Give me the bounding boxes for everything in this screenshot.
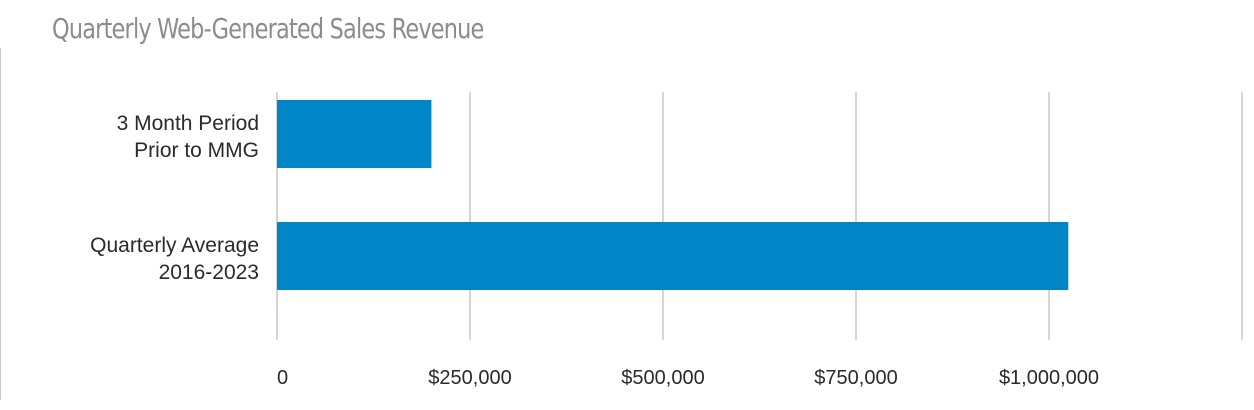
bar-1 [277, 222, 1069, 290]
category-label-1-line-1: 2016-2023 [159, 261, 259, 284]
x-tick-label-4: $1,000,000 [999, 367, 1099, 389]
x-tick-label-0: 0 [277, 367, 288, 389]
x-tick-label-1: $250,000 [428, 367, 511, 389]
left-border-line [0, 48, 1, 400]
category-label-1-line-0: Quarterly Average [90, 234, 259, 257]
x-tick-label-3: $750,000 [814, 367, 897, 389]
x-tick-label-2: $500,000 [621, 367, 704, 389]
category-label-0-line-0: 3 Month Period [117, 112, 259, 135]
category-label-0-line-1: Prior to MMG [134, 139, 259, 162]
chart-title: Quarterly Web-Generated Sales Revenue [52, 12, 484, 45]
bar-0 [277, 100, 432, 168]
